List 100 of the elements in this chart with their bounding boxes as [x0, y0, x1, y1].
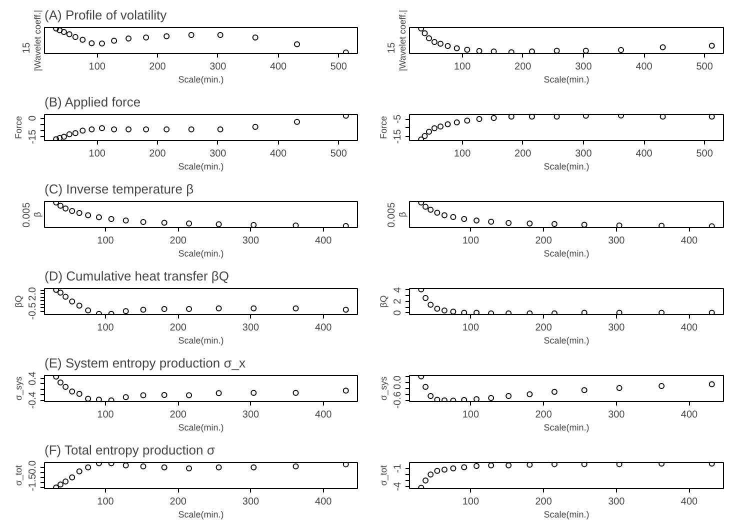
point: [431, 39, 438, 45]
x-axis-title: Scale(min.): [544, 510, 590, 520]
x-tick-label: 300: [608, 410, 626, 420]
y-tick-label: -15: [28, 129, 38, 144]
point: [488, 395, 494, 401]
point: [581, 310, 588, 314]
x-tick-label: 300: [575, 62, 592, 72]
x-axis-title: Scale(min.): [544, 422, 590, 432]
y-axis-title: βQ: [14, 295, 24, 308]
chart-title: (B) Applied force: [44, 94, 141, 110]
y-tick-label: -1: [392, 464, 404, 473]
point: [422, 384, 429, 390]
y-tick-label: -15: [392, 128, 404, 144]
point: [428, 302, 434, 308]
point: [126, 36, 132, 42]
point: [216, 464, 222, 470]
point: [618, 47, 624, 53]
point: [62, 206, 69, 212]
point: [188, 32, 194, 38]
point: [186, 306, 192, 312]
point: [69, 208, 76, 214]
point: [161, 464, 168, 470]
point: [80, 128, 86, 134]
point: [60, 134, 67, 140]
x-tick-label: 100: [97, 496, 114, 508]
chart-title: (F) Total entropy production σ: [44, 442, 215, 458]
x-tick-label: 200: [170, 236, 187, 246]
point: [85, 307, 92, 314]
chart-title: (C) Inverse temperature β: [44, 182, 194, 196]
point: [422, 204, 429, 210]
point: [140, 306, 146, 313]
point: [140, 219, 146, 225]
point: [342, 388, 349, 394]
point: [528, 114, 535, 120]
point: [122, 462, 129, 468]
y-tick-label: 0: [28, 114, 38, 121]
x-tick-label: 300: [575, 148, 592, 160]
point: [551, 462, 558, 468]
point: [708, 42, 715, 49]
x-tick-label: 200: [535, 410, 552, 420]
x-tick-label: 100: [462, 410, 480, 420]
chart-title: (D) Cumulative heat transfer βQ: [44, 268, 229, 284]
chart-title: (E) System entropy production σ_x: [44, 356, 246, 370]
point: [616, 385, 622, 392]
point: [96, 214, 102, 220]
point: [434, 306, 440, 312]
point: [76, 302, 82, 309]
point: [186, 465, 192, 472]
point: [476, 48, 482, 54]
point: [62, 478, 69, 484]
point: [551, 221, 558, 227]
y-axis-title: σ_sys: [378, 376, 388, 401]
point: [422, 132, 428, 139]
point: [88, 126, 95, 132]
y-tick-label: 2: [392, 298, 404, 304]
point: [708, 310, 715, 314]
point: [708, 381, 715, 388]
point: [164, 33, 170, 40]
x-tick-label: 500: [696, 62, 714, 72]
point: [252, 124, 258, 130]
point: [216, 305, 222, 312]
x-tick-label: 100: [454, 62, 472, 72]
x-tick-label: 200: [535, 322, 552, 334]
y-axis-title: Force: [378, 116, 388, 140]
point: [441, 466, 448, 473]
point: [508, 114, 514, 120]
x-tick-label: 400: [315, 496, 332, 508]
x-tick-label: 100: [97, 410, 114, 420]
point: [551, 388, 558, 395]
point: [164, 126, 170, 132]
point: [122, 394, 129, 400]
point: [143, 126, 150, 132]
point: [85, 464, 92, 470]
x-tick-label: 500: [330, 62, 348, 72]
point: [441, 308, 448, 314]
x-tick-label: 200: [170, 496, 187, 508]
x-tick-label: 300: [210, 148, 227, 160]
y-tick-label: 4: [392, 286, 404, 293]
x-axis-title: Scale(min.): [178, 510, 224, 520]
point: [108, 216, 114, 222]
x-tick-label: 100: [454, 148, 472, 160]
point: [292, 305, 299, 312]
text: 15: [22, 42, 32, 54]
point: [490, 114, 497, 121]
point: [660, 44, 666, 50]
point: [294, 118, 300, 125]
point: [526, 391, 533, 398]
x-tick-label: 500: [330, 148, 348, 160]
x-axis-title: Scale(min.): [544, 162, 590, 172]
y-tick-label: -1.5: [28, 473, 38, 492]
x-tick-label: 100: [462, 322, 480, 334]
point: [66, 131, 72, 138]
x-axis-title: Scale(min.): [178, 162, 224, 172]
point: [616, 222, 622, 228]
y-tick-label: -0.4: [28, 391, 38, 409]
point: [434, 210, 440, 216]
point: [76, 210, 82, 216]
point: [161, 392, 168, 398]
point: [474, 463, 480, 469]
x-axis-title: Scale(min.): [178, 422, 224, 432]
